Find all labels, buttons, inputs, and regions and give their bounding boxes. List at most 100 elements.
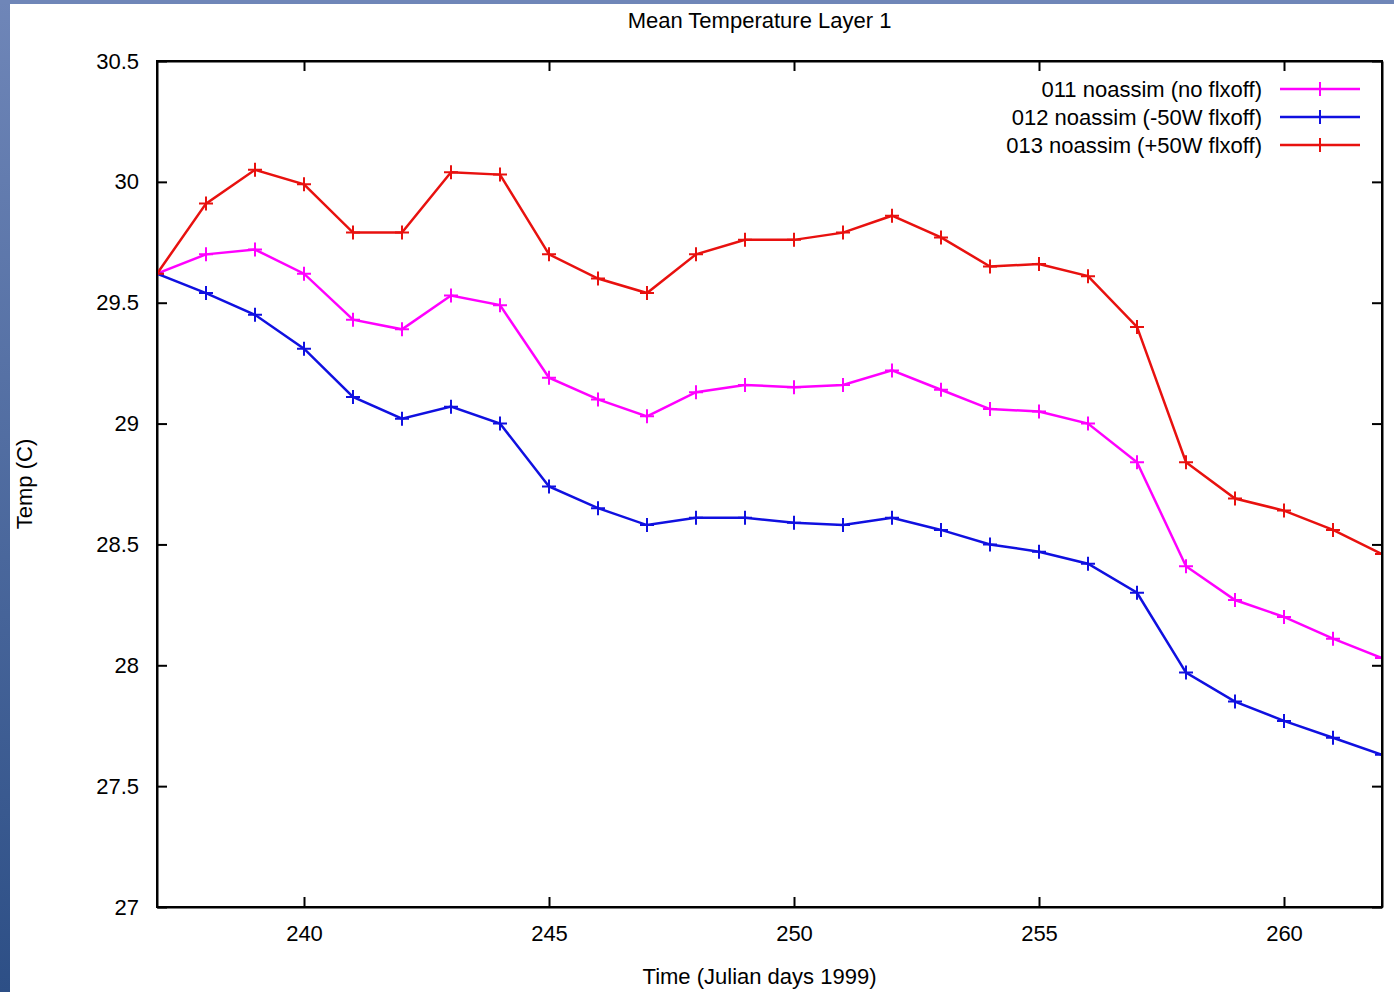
tick-mark [157,544,167,546]
marker [1375,651,1382,665]
tick-mark [157,302,167,304]
marker [199,286,213,300]
marker [1326,731,1340,745]
legend-label: 013 noassim (+50W flxoff) [1006,133,1262,158]
marker [934,230,948,244]
marker [1179,559,1193,573]
tick-mark [304,61,306,71]
marker [885,511,899,525]
tick-label: 27 [115,895,139,920]
tick [549,61,550,71]
marker [157,267,164,281]
legend-marker [1313,138,1327,152]
tick-mark [1372,181,1382,183]
tick [794,61,795,71]
tick-mark [1039,897,1041,907]
marker [1277,610,1291,624]
tick-mark [1372,544,1382,546]
marker [934,523,948,537]
tick-mark [157,181,167,183]
marker [1081,557,1095,571]
marker [738,233,752,247]
tick: 240 [286,897,323,946]
tick-label: 30.5 [96,49,139,74]
tick [1372,786,1382,787]
tick-label: 28 [115,653,139,678]
tick-label: 27.5 [96,774,139,799]
marker [395,226,409,240]
marker [297,342,311,356]
marker [738,511,752,525]
marker [346,390,360,404]
chart-title: Mean Temperature Layer 1 [628,8,892,33]
tick-mark [794,61,796,71]
tick-label: 255 [1021,921,1058,946]
tick: 255 [1021,897,1058,946]
axis: 240245250255260 [158,897,1383,946]
tick-mark [1284,61,1286,71]
tick-label: 240 [286,921,323,946]
marker [689,247,703,261]
series-line [157,250,1382,658]
marker [836,518,850,532]
marker [836,226,850,240]
tick-mark [1372,665,1382,667]
legend-marker [1313,110,1327,124]
marker [199,247,213,261]
x-axis-title: Time (Julian days 1999) [643,964,877,989]
tick-label: 30 [115,169,139,194]
marker [689,385,703,399]
marker [934,383,948,397]
marker [787,380,801,394]
legend-label: 012 noassim (-50W flxoff) [1012,105,1262,130]
tick-mark [1284,897,1286,907]
marker [836,378,850,392]
marker [395,322,409,336]
tick [1372,544,1382,545]
marker [248,243,262,257]
tick: 260 [1266,897,1303,946]
marker [640,286,654,300]
marker [297,267,311,281]
marker [444,288,458,302]
tick-mark [549,897,551,907]
marker [395,412,409,426]
background-strip [0,0,10,992]
marker [591,272,605,286]
marker [493,298,507,312]
tick: 29 [115,411,167,436]
tick-label: 260 [1266,921,1303,946]
marker [640,409,654,423]
marker [1228,593,1242,607]
tick-mark [794,897,796,907]
tick [1039,61,1040,71]
marker [1228,695,1242,709]
marker [983,259,997,273]
tick-label: 29 [115,411,139,436]
marker [346,313,360,327]
marker [1179,455,1193,469]
marker [1130,320,1144,334]
tick-label: 29.5 [96,290,139,315]
tick [1284,61,1285,71]
marker [983,402,997,416]
tick [1372,665,1382,666]
marker [1326,632,1340,646]
marker [787,516,801,530]
marker [542,371,556,385]
series-line [157,274,1382,755]
axis-mirror [158,61,1383,71]
marker [1081,417,1095,431]
marker [1277,714,1291,728]
tick-mark [549,61,551,71]
marker [983,537,997,551]
tick: 250 [776,897,813,946]
plot-frame [157,61,1382,907]
axis-mirror [1372,62,1383,908]
tick-label: 28.5 [96,532,139,557]
data-layer [157,163,1382,762]
marker [1375,748,1382,762]
marker [493,417,507,431]
tick-mark [1372,302,1382,304]
marker [885,363,899,377]
